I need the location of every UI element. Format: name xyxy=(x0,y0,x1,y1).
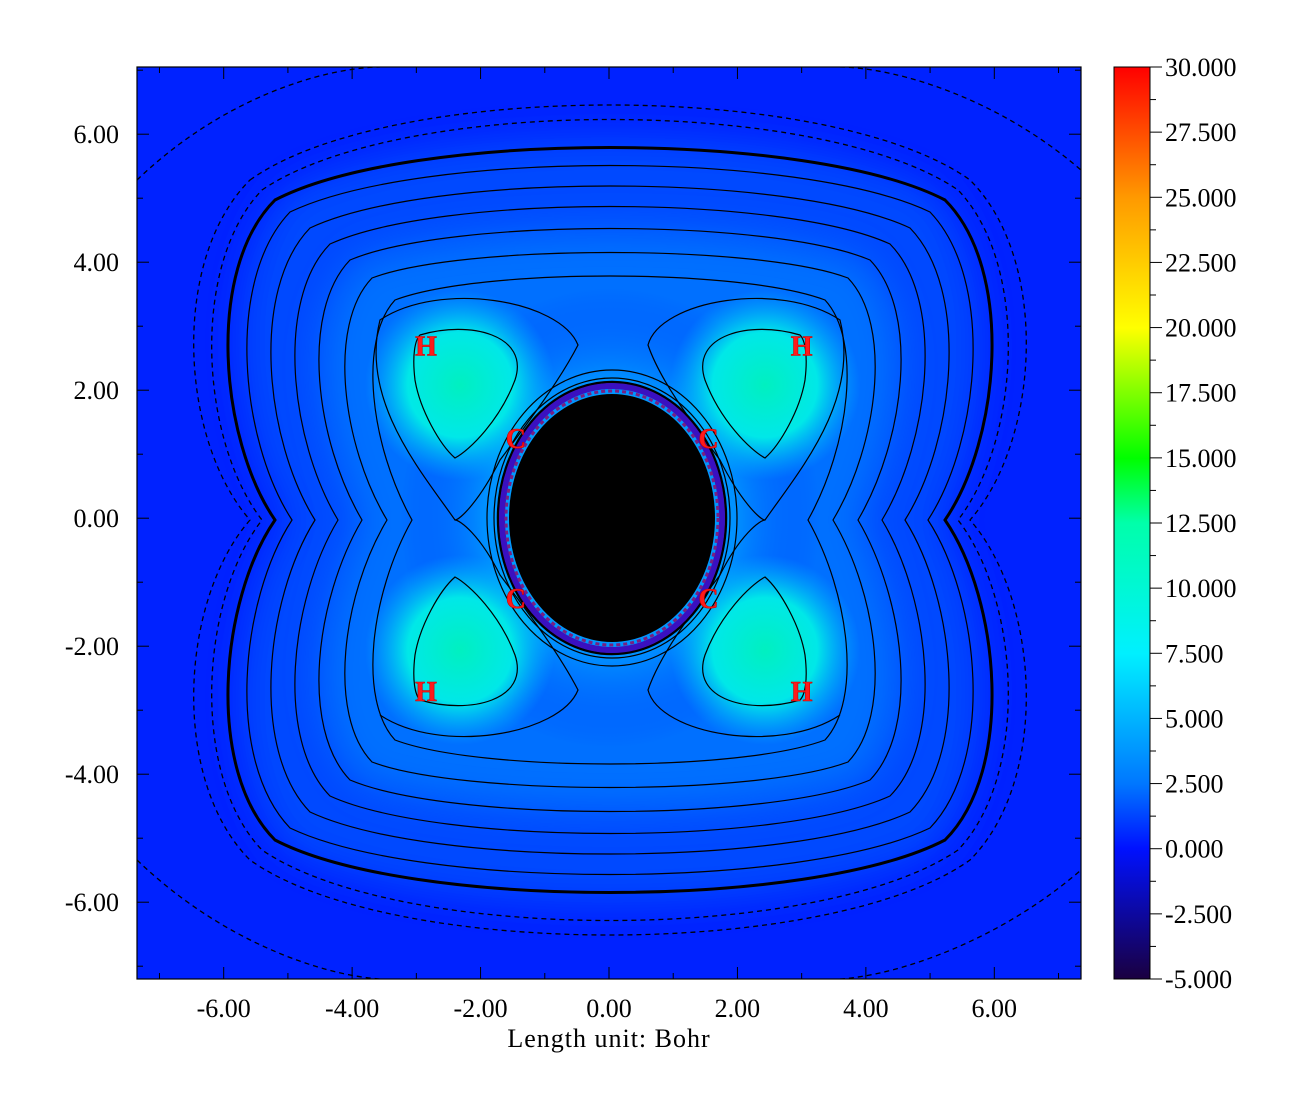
y-tick-label: -6.00 xyxy=(65,888,119,917)
atom-label-h: H xyxy=(415,677,437,708)
colorbar-tick-label: -2.500 xyxy=(1165,900,1232,929)
dashed-contours xyxy=(137,67,1081,979)
colorbar-gradient xyxy=(1114,67,1150,979)
y-tick-label: 2.00 xyxy=(74,376,120,405)
colorbar-tick-label: 30.000 xyxy=(1165,53,1237,82)
colorbar-tick-label: 12.500 xyxy=(1165,509,1237,538)
core-region xyxy=(509,394,715,642)
atom-labels: H H C C C C H H xyxy=(415,331,813,708)
colorbar-tick-label: -5.000 xyxy=(1165,965,1232,994)
atom-label-c: C xyxy=(506,424,526,455)
y-tick-label: -2.00 xyxy=(65,632,119,661)
atom-label-c: C xyxy=(698,424,718,455)
solid-contours xyxy=(226,146,994,894)
colorbar-tick-label: 25.000 xyxy=(1165,183,1237,212)
colorbar-tick-label: 0.000 xyxy=(1165,835,1224,864)
lobe-bottom-left xyxy=(365,555,555,745)
colorbar-tick-label: 15.000 xyxy=(1165,444,1237,473)
x-tick-label: 2.00 xyxy=(715,994,761,1023)
negative-ring-inner xyxy=(504,389,720,647)
x-tick-label: 6.00 xyxy=(972,994,1018,1023)
colorbar-tick-label: 22.500 xyxy=(1165,248,1237,277)
x-axis: -6.00 -4.00 -2.00 0.00 2.00 4.00 6.00 xyxy=(158,67,1060,1023)
atom-label-c: C xyxy=(698,584,718,615)
colorbar-tick-label: 10.000 xyxy=(1165,574,1237,603)
colorbar-tick-label: 2.500 xyxy=(1165,770,1224,799)
x-tick-label: -4.00 xyxy=(325,994,379,1023)
y-tick-label: 0.00 xyxy=(74,504,120,533)
y-tick-label: -4.00 xyxy=(65,760,119,789)
negative-ring-outer xyxy=(499,383,725,653)
y-tick-label: 4.00 xyxy=(74,248,120,277)
x-tick-label: 4.00 xyxy=(843,994,889,1023)
y-tick-label: 6.00 xyxy=(74,120,120,149)
colorbar-tick-label: 7.500 xyxy=(1165,639,1224,668)
lobe-bottom-right xyxy=(670,555,860,745)
colorbar-tick-label: 20.000 xyxy=(1165,314,1237,343)
y-axis: 6.00 4.00 2.00 0.00 -2.00 -4.00 -6.00 xyxy=(65,69,1081,967)
x-axis-title: Length unit: Bohr xyxy=(507,1024,710,1053)
lobe-top-right xyxy=(670,290,860,480)
x-tick-label: -2.00 xyxy=(453,994,507,1023)
colorbar-tick-label: 5.000 xyxy=(1165,704,1224,733)
x-tick-label: 0.00 xyxy=(586,994,632,1023)
colorbar-tick-label: 17.500 xyxy=(1165,379,1237,408)
atom-label-h: H xyxy=(791,331,813,362)
plot-area: H H C C C C H H xyxy=(137,67,1081,979)
atom-label-c: C xyxy=(506,584,526,615)
atom-label-h: H xyxy=(791,677,813,708)
lobe-top-left xyxy=(365,290,555,480)
x-tick-label: -6.00 xyxy=(197,994,251,1023)
colorbar-axis: 30.000 27.500 25.000 22.500 20.000 17.500 15.0… xyxy=(1150,53,1237,994)
colorbar-tick-label: 27.500 xyxy=(1165,118,1237,147)
atom-label-h: H xyxy=(415,331,437,362)
